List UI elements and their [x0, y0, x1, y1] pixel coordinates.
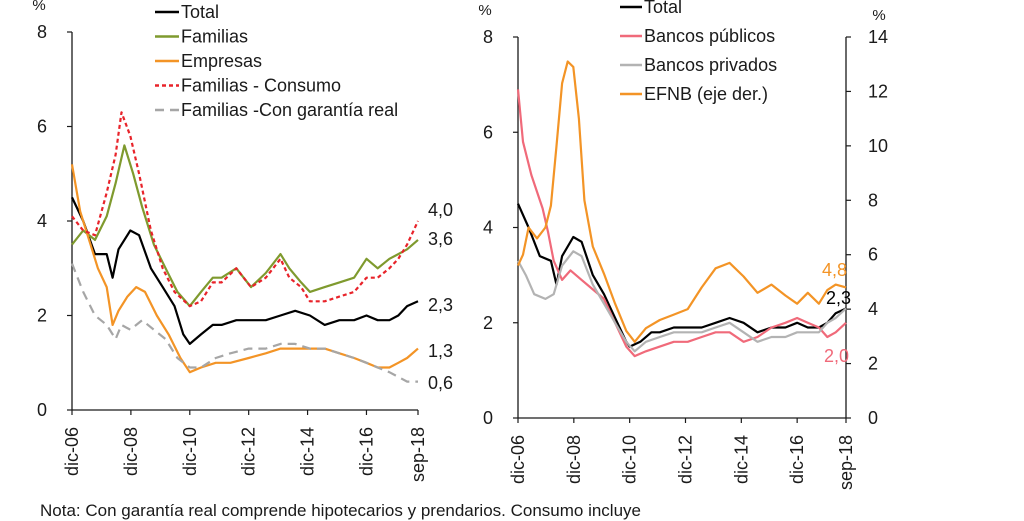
y2-tick-label: 8: [868, 190, 878, 210]
y-tick-label: 0: [37, 400, 47, 420]
y-tick-label: 6: [483, 122, 493, 142]
series-line-5: [70, 263, 418, 383]
y-unit-label: %: [32, 0, 45, 14]
series-line-2: [71, 144, 419, 308]
legend-label: Familias - Consumo: [181, 76, 341, 96]
y-tick-label: 2: [483, 313, 493, 333]
end-value-label-4: 4,8: [822, 260, 847, 280]
y-tick-label: 4: [483, 218, 493, 238]
end-value-label-2: 3,6: [428, 229, 453, 249]
x-tick-label: dic-06: [508, 435, 528, 484]
legend-label: Bancos públicos: [644, 26, 775, 46]
end-value-label-2: 2,0: [824, 346, 849, 366]
legend: Total Familias Empresas Familias - Consumo F…: [155, 2, 398, 120]
x-tick-label: dic-12: [675, 435, 695, 484]
series-line-3: [517, 250, 847, 353]
y2-tick-label: 6: [868, 245, 878, 265]
legend-label: EFNB (eje der.): [644, 84, 768, 104]
legend-label: Empresas: [181, 51, 262, 71]
y2-tick-label: 2: [868, 354, 878, 374]
legend: Total Bancos públicos Bancos privados EFNB …: [620, 0, 777, 104]
series-line-1: [71, 196, 419, 345]
x-tick-label: dic-08: [564, 435, 584, 484]
series-line-1: [516, 203, 847, 348]
y-unit-label: %: [478, 2, 491, 19]
end-value-label-3: 1,3: [428, 341, 453, 361]
y-tick-label: 4: [37, 211, 47, 231]
y2-tick-label: 14: [868, 27, 888, 47]
footnote: Nota: Con garantía real comprende hipote…: [40, 501, 641, 520]
x-tick-label: sep-18: [836, 435, 856, 490]
y2-tick-label: 10: [868, 136, 888, 156]
legend-label: Total: [644, 0, 682, 17]
x-tick-label: dic-14: [298, 427, 318, 476]
x-tick-label: dic-10: [620, 435, 640, 484]
y-tick-label: 2: [37, 306, 47, 326]
x-tick-label: dic-08: [121, 427, 141, 476]
series-line-4: [71, 111, 419, 308]
end-value-label-1: 2,3: [428, 295, 453, 315]
series-line-3: [70, 164, 419, 374]
legend-label: Total: [181, 2, 219, 22]
x-tick-label: dic-06: [62, 427, 82, 476]
y-tick-label: 0: [483, 408, 493, 428]
y2-unit-label: %: [872, 7, 885, 24]
y-tick-label: 8: [37, 22, 47, 42]
legend-label: Familias: [181, 27, 248, 47]
y2-tick-label: 4: [868, 299, 878, 319]
y2-tick-label: 0: [868, 408, 878, 428]
end-value-label-4: 4,0: [428, 200, 453, 220]
series-line-2: [516, 89, 847, 358]
legend-label: Bancos privados: [644, 55, 777, 75]
y-tick-label: 8: [483, 27, 493, 47]
end-value-label-1: 2,3: [826, 288, 851, 308]
y2-tick-label: 12: [868, 81, 888, 101]
x-tick-label: dic-16: [356, 427, 376, 476]
chart-panel-1: 0 2 4 6 8% dic-06 dic-08 dic-10 dic-12 dic-14 dic-…: [32, 0, 453, 482]
legend-label: Familias -Con garantía real: [181, 100, 398, 120]
series-line-4: [517, 60, 847, 343]
x-tick-label: sep-18: [408, 427, 428, 482]
x-tick-label: dic-14: [731, 435, 751, 484]
x-tick-label: dic-12: [239, 427, 259, 476]
end-value-label-5: 0,6: [428, 373, 453, 393]
x-tick-label: dic-10: [180, 427, 200, 476]
chart-panel-2: 0 2 4 6 8% 0 2 4 6 8 10 12 14% dic-06 dic-08 dic-10 dic-…: [478, 0, 888, 490]
y-tick-label: 6: [37, 117, 47, 137]
x-tick-label: dic-16: [787, 435, 807, 484]
